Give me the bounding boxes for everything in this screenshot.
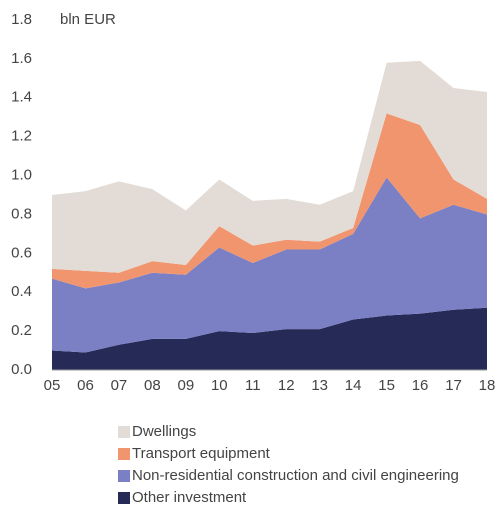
y-tick-label: 0.0 [11, 361, 32, 378]
y-axis-label: bln EUR [60, 11, 116, 28]
legend-swatch [118, 448, 130, 460]
x-tick-label: 08 [144, 377, 161, 394]
x-tick-label: 10 [211, 377, 228, 394]
x-tick-label: 07 [111, 377, 128, 394]
area [52, 113, 487, 289]
y-tick-label: 0.4 [11, 283, 32, 300]
x-tick-label: 12 [278, 377, 295, 394]
legend-swatch [118, 470, 130, 482]
y-tick-label: 0.6 [11, 244, 32, 261]
x-tick-label: 11 [245, 377, 261, 394]
x-tick-label: 06 [77, 377, 94, 394]
y-tick-label: 1.8 [11, 11, 32, 28]
y-tick-label: 1.6 [11, 50, 32, 67]
x-tick-label: 17 [445, 377, 462, 394]
x-tick-label: 15 [378, 377, 395, 394]
y-tick-label: 1.4 [11, 89, 32, 106]
y-tick-label: 0.2 [11, 322, 32, 339]
legend-label: Other investment [132, 489, 247, 506]
legend-label: Dwellings [132, 423, 196, 440]
area [52, 307, 487, 370]
area [52, 177, 487, 353]
x-tick-label: 05 [44, 377, 61, 394]
y-tick-label: 1.2 [11, 128, 32, 145]
legend-swatch [118, 426, 130, 438]
x-tick-label: 16 [412, 377, 429, 394]
legend-label: Transport equipment [132, 445, 271, 462]
legend-label: Non-residential construction and civil e… [132, 467, 459, 484]
x-tick-label: 18 [479, 377, 496, 394]
x-tick-label: 14 [345, 377, 362, 394]
x-tick-label: 13 [311, 377, 328, 394]
legend-swatch [118, 492, 130, 504]
area [52, 60, 487, 273]
y-tick-label: 0.8 [11, 205, 32, 222]
x-tick-label: 09 [178, 377, 195, 394]
y-tick-label: 1.0 [11, 167, 32, 184]
